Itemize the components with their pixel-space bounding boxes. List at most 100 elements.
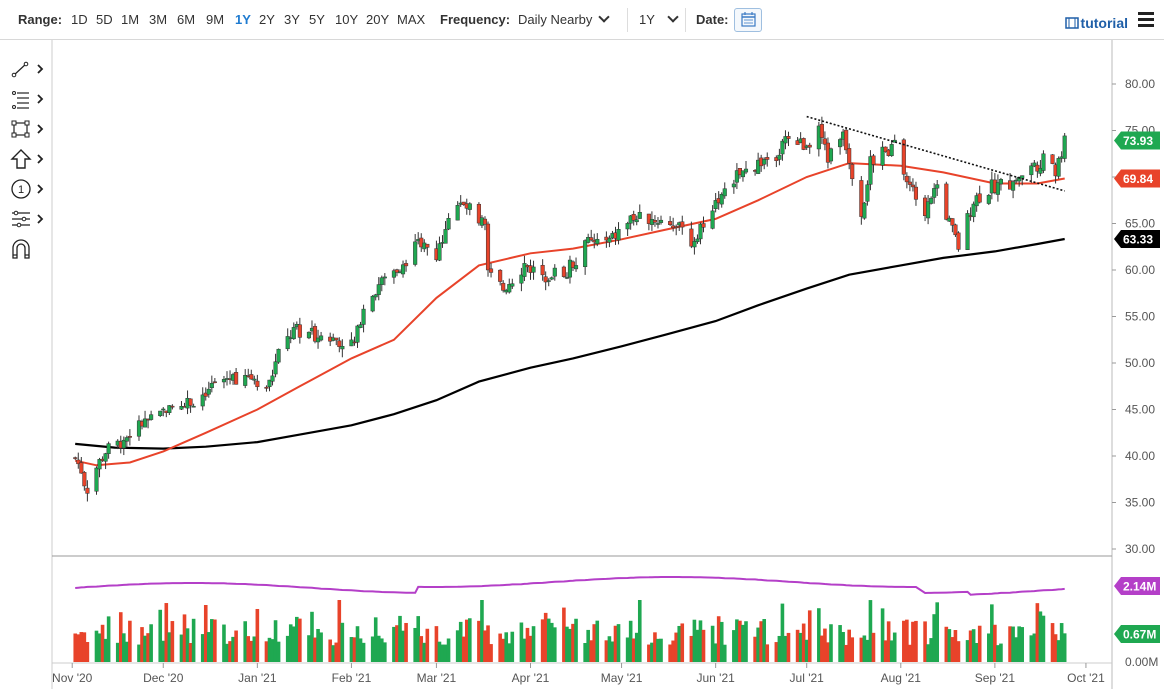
range-9m-button[interactable]: 9M [206,12,225,27]
volume-bar [562,607,566,662]
chevron-down-icon [598,11,611,23]
date-label: Date: [696,12,729,27]
candle-body [285,336,290,350]
candle-body [883,146,888,153]
candle-body [658,219,664,223]
volume-bar [328,639,332,662]
range-10y-button[interactable]: 10Y [335,12,359,27]
candle-body [901,139,906,175]
calendar-button[interactable] [734,8,762,32]
volume-bar [774,642,779,662]
measure-tool-button[interactable] [10,208,48,232]
volume-bar [889,640,894,662]
candle [540,259,545,281]
candle-body [252,378,257,381]
line-tool-button[interactable] [10,58,48,82]
candle [349,332,354,347]
tutorial-link[interactable]: tutorial [1064,15,1128,31]
range-6m-button[interactable]: 6M [177,12,196,27]
range-2y-button[interactable]: 2Y [259,12,275,27]
candle-body [170,405,175,408]
candle-body [859,180,864,217]
chart-area[interactable]: 30.00 35.00 40.00 45.00 50.00 55.00 60.00 65.00… [0,40,1164,698]
candle [658,215,664,225]
period-select[interactable]: 1Y [639,11,679,27]
volume-bar [847,629,851,662]
candle [249,369,254,380]
candle-body [637,212,642,219]
magnet-button[interactable] [10,238,48,262]
range-1y-button[interactable]: 1Y [235,12,251,27]
range-5y-button[interactable]: 5Y [309,12,325,27]
candle-body [910,184,915,188]
volume-bar [829,624,833,662]
volume-bar [507,643,512,662]
candle [382,273,387,286]
range-1d-button[interactable]: 1D [71,12,88,27]
range-5d-button[interactable]: 5D [96,12,113,27]
candle [631,210,636,226]
range-3y-button[interactable]: 3Y [284,12,300,27]
volume-bar [753,636,757,662]
volume-bar [319,632,323,662]
price-chart[interactable]: 30.00 35.00 40.00 45.00 50.00 55.00 60.00 65.00… [0,40,1164,693]
candle-body [838,139,843,148]
tutorial-label: tutorial [1080,15,1128,31]
candle-body [734,170,739,183]
candle-body [807,144,812,148]
candle-body [965,213,970,250]
range-max-button[interactable]: MAX [397,12,426,27]
candle [731,179,736,194]
annotation-tool-button[interactable]: 1 [10,178,48,202]
candle [847,143,852,170]
candle [234,368,239,385]
candle [971,201,976,223]
candle-body [106,443,111,454]
volume-bar [780,603,785,662]
candle [276,348,281,364]
range-20y-button[interactable]: 20Y [366,12,390,27]
candle-body [646,213,651,224]
hamburger-icon [1138,12,1154,15]
volume-bar [416,616,421,662]
volume-bar [944,626,949,662]
volume-bar [631,638,636,662]
volume-bar [522,638,527,662]
candle [822,131,827,151]
volume-bar [722,644,727,662]
volume-bar [313,637,317,662]
candle-body [780,140,785,155]
candle [482,216,488,231]
frequency-select[interactable]: Daily Nearby [518,11,611,27]
candle-body [932,188,937,198]
candle [950,218,955,233]
candle-body [76,459,81,465]
range-1m-button[interactable]: 1M [121,12,140,27]
candle [358,321,363,329]
candle-body [935,184,940,189]
volume-bar [489,644,493,662]
candle [907,175,912,192]
candle-body [485,223,491,271]
shape-tool-button[interactable] [10,118,48,142]
arrow-tool-button[interactable] [10,148,48,172]
volume-bar [680,623,685,662]
candle-body [865,184,870,202]
fib-tool-button[interactable] [10,88,48,112]
candle [270,369,275,386]
candle-body [689,228,694,247]
volume-bar [458,621,463,662]
candle-body [419,237,424,248]
last-volume-badge-text: 0.67M [1123,628,1156,642]
volume-bar [288,624,293,662]
candle [273,353,278,378]
volume-bar [786,632,791,662]
volume-bar [759,621,763,662]
menu-button[interactable] [1138,12,1154,27]
volume-bar [161,640,166,662]
candle-body [756,159,761,174]
candle-body [188,398,193,406]
volume-bar [331,645,336,662]
range-3m-button[interactable]: 3M [149,12,168,27]
candle [1056,156,1061,180]
